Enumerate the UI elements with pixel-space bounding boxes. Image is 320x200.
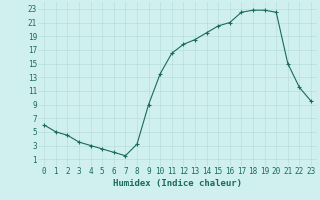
X-axis label: Humidex (Indice chaleur): Humidex (Indice chaleur) [113,179,242,188]
